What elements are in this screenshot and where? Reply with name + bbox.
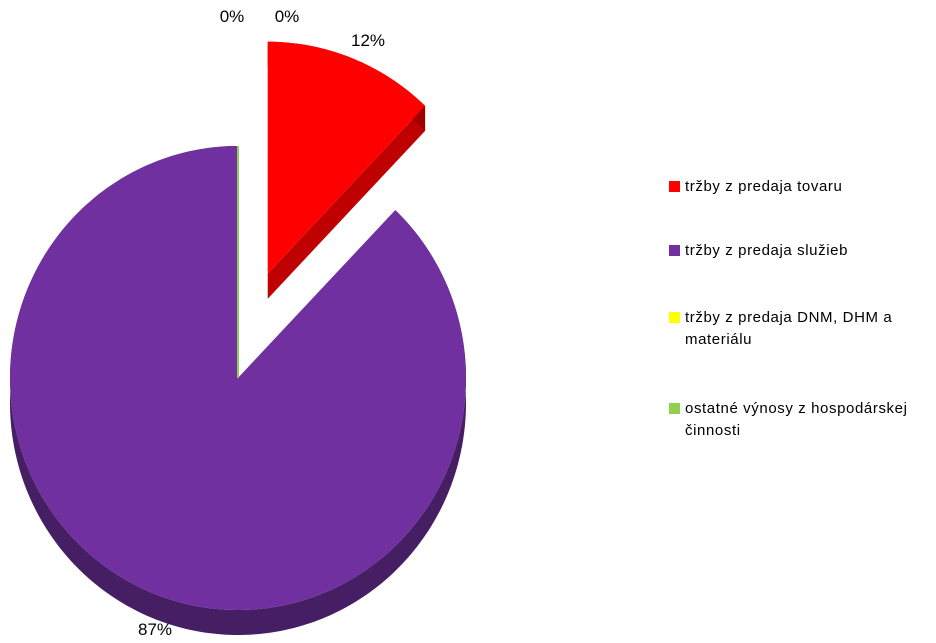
data-label: 0% (220, 7, 245, 26)
data-label: 87% (138, 620, 172, 639)
legend-swatch (669, 312, 680, 323)
legend-swatch (669, 181, 680, 192)
slice (267, 41, 426, 274)
legend-swatch (669, 245, 680, 256)
legend-swatch (669, 403, 680, 414)
legend-entry: tržby z predaja služieb (669, 240, 931, 262)
slice-face (267, 105, 426, 299)
legend-label: tržby z predaja DNM, DHM a materiálu (685, 309, 893, 348)
legend-entry: tržby z predaja DNM, DHM a materiálu (669, 307, 931, 351)
legend-label: tržby z predaja služieb (685, 242, 849, 259)
legend-entry: tržby z predaja tovaru (669, 176, 931, 198)
legend-entry: ostatné výnosy z hospodárskej činnosti (669, 398, 931, 442)
data-label: 0% (275, 7, 300, 26)
data-label: 12% (351, 31, 385, 50)
legend-label: tržby z predaja tovaru (685, 178, 843, 195)
legend-label: ostatné výnosy z hospodárskej činnosti (685, 400, 908, 439)
